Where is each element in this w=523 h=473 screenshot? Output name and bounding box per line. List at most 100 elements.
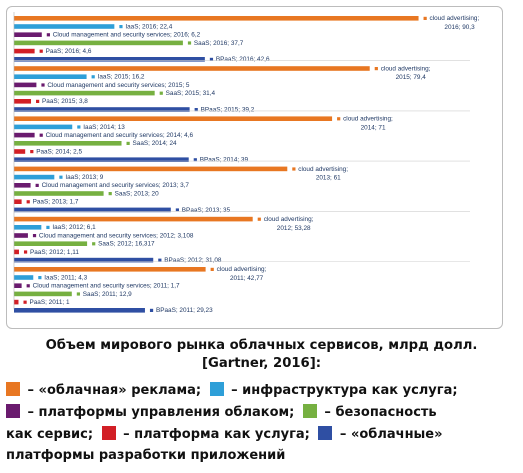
label-marker-cloud-management-2014 xyxy=(39,133,43,137)
bar-cloud-advertising-2014 xyxy=(14,116,333,121)
chart-caption-line1: Объем мирового рынка облачных сервисов, … xyxy=(45,338,478,353)
label-marker-paas-2015 xyxy=(36,99,40,103)
bar-label-cloud-management-2013: Cloud management and security services; … xyxy=(42,182,190,189)
label-marker-cloud-management-2012 xyxy=(32,234,37,238)
bar-chart: cloud advertising; 2016; 90,3 IaaS; 2016; … xyxy=(13,12,480,314)
bar-label-paas-2016: PaaS; 2016; 4,6 xyxy=(46,48,92,55)
bar-cloud-management-2012 xyxy=(14,233,28,238)
legend-line-2: – платформы управления облаком; – безопа… xyxy=(6,404,518,420)
chart-caption-line2: [Gartner, 2016]: xyxy=(201,356,322,371)
bar-label-cloud-advertising-2014: cloud advertising; xyxy=(343,116,393,123)
label-marker-iaas-2015 xyxy=(91,75,95,79)
label-marker-saas-2013 xyxy=(108,192,112,196)
bar-saas-2015 xyxy=(14,90,155,96)
label-marker-paas-2013 xyxy=(26,200,30,204)
label-marker-iaas-2012 xyxy=(46,225,50,229)
bar-cloud-advertising-2015 xyxy=(14,66,370,71)
legend-item-bpaas: – «облачные» xyxy=(335,427,443,442)
label-marker-saas-2015 xyxy=(159,91,163,95)
label-marker-iaas-2013 xyxy=(59,175,63,179)
label-marker-iaas-2011 xyxy=(38,276,42,280)
legend-swatch-blue xyxy=(209,382,224,396)
bar-saas-2014 xyxy=(14,141,122,146)
bar-label-cloud-advertising-2016: cloud advertising; xyxy=(430,15,480,22)
legend-swatch-darkblue xyxy=(318,426,333,440)
label-marker-paas-2014 xyxy=(30,150,34,154)
bar-label-bpaas-2016: BPaaS; 2016; 42,6 xyxy=(216,56,270,63)
bar-label-bpaas-2013: BPaaS; 2013; 35 xyxy=(182,207,231,214)
bar-bpaas-2015 xyxy=(14,107,190,112)
bar-label-saas-2012: SaaS; 2012; 16,317 xyxy=(98,241,155,248)
label-marker-cloud-management-2015 xyxy=(41,83,45,87)
label-marker-saas-2016 xyxy=(187,41,192,45)
bar-label-cloud-management-2016: Cloud management and security services; … xyxy=(53,32,201,39)
bar-paas-2016 xyxy=(14,48,35,54)
legend-swatch-orange xyxy=(6,382,20,396)
bar-label-bpaas-2015: BPaaS; 2015; 39,2 xyxy=(201,106,255,113)
bar-label-cloud-advertising-2013: cloud advertising; xyxy=(298,166,348,173)
label-marker-saas-2012 xyxy=(92,242,96,246)
bar-label-iaas-2016: IaaS; 2016; 22,4 xyxy=(125,23,172,30)
bar-label-saas-2015: SaaS; 2015; 31,4 xyxy=(166,90,216,97)
label-marker-saas-2014 xyxy=(126,141,130,145)
label-marker-bpaas-2015 xyxy=(194,108,198,112)
bar-cloud-management-2016 xyxy=(14,32,42,37)
bar-iaas-2014 xyxy=(14,124,73,130)
bar-label-value-cloud-advertising-2014: 2014; 71 xyxy=(361,124,386,131)
label-marker-paas-2012 xyxy=(23,250,28,254)
legend-item-cloud-advertising: – «облачная» реклама; xyxy=(23,383,202,398)
bar-cloud-advertising-2012 xyxy=(14,216,253,222)
legend-item-security-cont: как сервис; xyxy=(6,427,94,442)
bar-label-bpaas-2014: BPaaS; 2014; 39 xyxy=(200,157,249,164)
bar-label-value-cloud-advertising-2011: 2011; 42,77 xyxy=(230,275,264,282)
bar-paas-2015 xyxy=(14,99,32,104)
bar-label-cloud-advertising-2011: cloud advertising; xyxy=(217,266,267,273)
bar-paas-2012 xyxy=(14,249,19,255)
legend-item-iaas: – инфраструктура как услуга; xyxy=(226,383,458,398)
bar-label-cloud-advertising-2015: cloud advertising; xyxy=(381,65,431,72)
bar-bpaas-2013 xyxy=(14,207,171,213)
legend-item-paas: – платформа как услуга; xyxy=(118,427,310,442)
bar-saas-2011 xyxy=(14,291,72,297)
label-marker-cloud-management-2011 xyxy=(26,284,30,288)
bar-cloud-management-2011 xyxy=(14,283,22,288)
bar-cloud-advertising-2013 xyxy=(14,166,288,172)
label-marker-cloud-management-2013 xyxy=(35,183,39,187)
legend-item-cloud-management: – платформы управления облаком; xyxy=(23,405,295,420)
bar-label-saas-2016: SaaS; 2016; 37,7 xyxy=(194,40,244,47)
bar-label-iaas-2015: IaaS; 2015; 16,2 xyxy=(98,74,145,81)
bar-bpaas-2014 xyxy=(14,157,189,162)
bar-label-bpaas-2011: BPaaS; 2011; 29,23 xyxy=(156,307,213,314)
bar-label-saas-2014: SaaS; 2014; 24 xyxy=(133,140,178,147)
bar-label-cloud-advertising-2012: cloud advertising; xyxy=(264,216,314,223)
label-marker-bpaas-2012 xyxy=(158,258,162,262)
bar-label-value-cloud-advertising-2013: 2013; 61 xyxy=(316,175,341,182)
bar-label-bpaas-2012: BPaaS; 2012; 31,08 xyxy=(164,257,222,264)
legend-item-security: – безопасность xyxy=(319,405,437,420)
legend-line-3: как сервис; – платформа как услуга; – «о… xyxy=(6,426,518,442)
label-marker-paas-2016 xyxy=(39,49,43,53)
bar-label-saas-2013: SaaS; 2013; 20 xyxy=(115,190,160,197)
label-marker-cloud-advertising-2013 xyxy=(292,167,296,171)
bar-paas-2013 xyxy=(14,199,22,204)
bar-iaas-2016 xyxy=(14,24,115,29)
bar-iaas-2015 xyxy=(14,74,87,79)
legend-line-4: платформы разработки приложений xyxy=(6,448,286,463)
bar-bpaas-2016 xyxy=(14,57,205,62)
bar-bpaas-2011 xyxy=(14,308,145,313)
bar-label-cloud-management-2011: Cloud management and security services; … xyxy=(33,283,180,290)
bar-label-cloud-management-2014: Cloud management and security services; … xyxy=(46,132,194,139)
label-marker-cloud-management-2016 xyxy=(46,33,50,37)
bar-cloud-advertising-2011 xyxy=(14,267,206,272)
bar-paas-2011 xyxy=(14,299,19,305)
bar-saas-2012 xyxy=(14,241,88,246)
bar-label-value-cloud-advertising-2016: 2016; 90,3 xyxy=(444,24,475,31)
bar-iaas-2011 xyxy=(14,275,34,280)
bar-label-value-cloud-advertising-2015: 2015; 79,4 xyxy=(396,74,427,81)
label-marker-bpaas-2011 xyxy=(149,308,154,312)
label-marker-cloud-advertising-2014 xyxy=(337,117,341,121)
label-marker-cloud-advertising-2015 xyxy=(374,67,378,71)
label-marker-iaas-2016 xyxy=(119,25,123,29)
bar-label-saas-2011: SaaS; 2011; 12,9 xyxy=(83,291,132,298)
bar-label-paas-2015: PaaS; 2015; 3,8 xyxy=(42,98,88,105)
